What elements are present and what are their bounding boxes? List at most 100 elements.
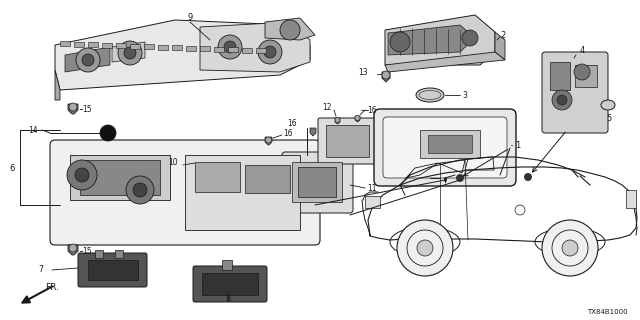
Circle shape	[417, 240, 433, 256]
Circle shape	[574, 64, 590, 80]
Bar	[115, 250, 123, 258]
Text: TX84B1000: TX84B1000	[588, 309, 628, 315]
Polygon shape	[112, 42, 145, 62]
Bar	[80, 160, 160, 195]
Polygon shape	[385, 15, 495, 65]
Bar	[550, 62, 570, 90]
Text: 16: 16	[283, 129, 292, 138]
Circle shape	[266, 137, 271, 143]
Text: 7: 7	[38, 266, 43, 275]
Bar	[420, 130, 480, 158]
Circle shape	[355, 116, 360, 121]
Text: 16: 16	[287, 118, 297, 127]
Text: 1: 1	[515, 140, 520, 149]
Text: 9: 9	[188, 12, 193, 21]
Bar	[186, 45, 196, 51]
Circle shape	[542, 220, 598, 276]
Bar	[228, 47, 238, 52]
Bar	[88, 42, 98, 47]
Bar	[200, 46, 210, 51]
Bar	[292, 162, 342, 202]
Polygon shape	[355, 116, 360, 122]
Bar	[428, 135, 472, 153]
Text: 2: 2	[500, 30, 505, 39]
Polygon shape	[382, 72, 390, 82]
Text: 16: 16	[367, 106, 376, 115]
Text: 12: 12	[322, 102, 332, 111]
Circle shape	[100, 125, 116, 141]
Polygon shape	[265, 137, 272, 145]
Circle shape	[224, 41, 236, 53]
Circle shape	[562, 240, 578, 256]
Bar	[214, 46, 224, 52]
Bar	[130, 44, 140, 49]
Polygon shape	[335, 118, 340, 124]
Ellipse shape	[416, 88, 444, 102]
Polygon shape	[68, 104, 78, 114]
Polygon shape	[65, 47, 110, 72]
Circle shape	[335, 117, 340, 123]
Text: 15: 15	[82, 105, 92, 114]
Text: 4: 4	[580, 45, 585, 54]
Circle shape	[462, 30, 478, 46]
Bar	[298, 167, 336, 197]
Circle shape	[194, 179, 206, 191]
Bar	[195, 162, 240, 192]
FancyBboxPatch shape	[50, 140, 320, 245]
Bar	[172, 45, 182, 50]
Bar	[70, 155, 170, 200]
Bar	[144, 44, 154, 49]
Bar	[245, 165, 290, 193]
Text: 14: 14	[28, 125, 38, 134]
Polygon shape	[495, 32, 505, 60]
Polygon shape	[385, 52, 505, 72]
Circle shape	[390, 32, 410, 52]
Circle shape	[557, 95, 567, 105]
Bar	[60, 41, 70, 46]
Circle shape	[456, 174, 464, 182]
Text: 8: 8	[225, 295, 230, 305]
Circle shape	[126, 176, 154, 204]
Bar	[95, 250, 103, 258]
FancyBboxPatch shape	[193, 266, 267, 302]
Circle shape	[133, 183, 147, 197]
Circle shape	[75, 168, 89, 182]
Polygon shape	[310, 128, 316, 136]
Circle shape	[552, 90, 572, 110]
FancyBboxPatch shape	[542, 52, 608, 133]
Circle shape	[382, 71, 390, 79]
Text: 6: 6	[10, 164, 15, 172]
Circle shape	[118, 41, 142, 65]
Polygon shape	[265, 18, 315, 40]
Bar	[365, 196, 380, 208]
Text: FR.: FR.	[45, 283, 59, 292]
Text: 11: 11	[367, 183, 376, 193]
Circle shape	[397, 220, 453, 276]
Text: 3: 3	[462, 91, 467, 100]
Circle shape	[76, 48, 100, 72]
Polygon shape	[200, 22, 310, 72]
Text: 5: 5	[606, 114, 612, 123]
FancyBboxPatch shape	[282, 152, 353, 213]
Ellipse shape	[601, 100, 615, 110]
Polygon shape	[55, 70, 60, 100]
Bar	[74, 42, 84, 46]
FancyBboxPatch shape	[383, 117, 507, 178]
Bar	[256, 48, 266, 53]
Polygon shape	[68, 245, 78, 255]
Circle shape	[524, 173, 532, 181]
Text: 13: 13	[358, 68, 368, 76]
FancyBboxPatch shape	[374, 109, 516, 186]
FancyBboxPatch shape	[318, 118, 377, 164]
Bar	[326, 125, 369, 157]
FancyBboxPatch shape	[78, 253, 147, 287]
Circle shape	[124, 47, 136, 59]
Circle shape	[69, 244, 77, 252]
Circle shape	[69, 103, 77, 111]
Bar	[116, 43, 126, 48]
Circle shape	[280, 20, 300, 40]
Bar	[102, 43, 112, 47]
Bar	[202, 273, 258, 295]
Text: 10: 10	[168, 157, 178, 166]
Circle shape	[258, 40, 282, 64]
